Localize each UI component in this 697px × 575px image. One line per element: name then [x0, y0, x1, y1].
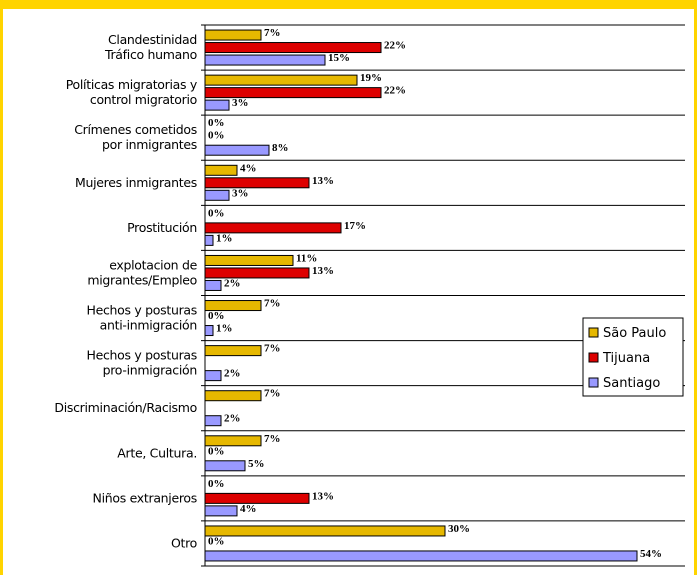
value-label: 0% [208, 117, 225, 129]
value-label: 17% [344, 220, 366, 232]
value-label: 13% [312, 175, 334, 187]
bar [204, 415, 222, 427]
bar [204, 370, 222, 382]
value-label: 7% [264, 27, 281, 39]
bar [204, 29, 262, 41]
value-label: 5% [248, 458, 265, 470]
bar [204, 390, 262, 402]
bar [204, 300, 262, 312]
value-label: 0% [208, 207, 225, 219]
bar [204, 234, 214, 246]
value-label: 22% [384, 40, 406, 52]
value-label: 3% [232, 187, 249, 199]
bar [204, 492, 310, 504]
value-label: 11% [296, 252, 317, 264]
category-label: Arte, Cultura. [117, 445, 197, 460]
value-label: 7% [264, 388, 281, 400]
value-label: 1% [216, 232, 233, 244]
category-label: Hechos y posturas pro-inmigración [86, 348, 197, 378]
background [3, 9, 694, 575]
value-label: 3% [232, 97, 249, 109]
value-label: 30% [448, 523, 470, 535]
legend-label: Santiago [603, 376, 660, 391]
bar [204, 435, 262, 447]
bar [204, 87, 382, 99]
category-label: Hechos y posturas anti-inmigración [86, 303, 197, 333]
value-label: 0% [208, 445, 225, 457]
value-label: 13% [312, 490, 334, 502]
value-label: 13% [312, 265, 334, 277]
category-label: explotacion de migrantes/Empleo [87, 257, 197, 287]
category-label: Políticas migratorias y control migratori… [66, 77, 198, 107]
value-label: 7% [264, 298, 281, 310]
legend-box [582, 317, 684, 397]
value-label: 22% [384, 85, 406, 97]
bar [204, 177, 310, 189]
value-label: 4% [240, 503, 257, 515]
category-label: Discriminación/Racismo [54, 400, 197, 415]
value-label: 15% [328, 52, 350, 64]
value-label: 0% [208, 535, 225, 547]
value-label: 7% [264, 343, 281, 355]
category-label: Otro [171, 535, 197, 550]
bar [204, 99, 230, 111]
value-label: 7% [264, 433, 281, 445]
legend-label: São Paulo [603, 326, 666, 341]
legend-label: Tijuana [602, 351, 650, 366]
bar [204, 550, 638, 562]
legend-swatch [588, 327, 599, 338]
bar [204, 345, 262, 357]
value-label: 54% [640, 548, 662, 560]
value-label: 0% [208, 310, 225, 322]
bar [204, 267, 310, 279]
value-label: 4% [240, 162, 257, 174]
value-label: 8% [272, 142, 289, 154]
bar [204, 254, 294, 266]
bar [204, 325, 214, 337]
legend-swatch [588, 377, 599, 388]
category-label: Mujeres inmigrantes [75, 175, 197, 190]
category-label: Prostitución [127, 220, 197, 235]
value-label: 19% [360, 72, 382, 84]
category-label: Crímenes cometidos por inmigrantes [74, 122, 197, 152]
category-label: Clandestinidad Tráfico humano [104, 32, 197, 62]
category-label: Niños extranjeros [93, 490, 197, 505]
value-label: 0% [208, 130, 225, 142]
value-label: 0% [208, 478, 225, 490]
bar [204, 525, 446, 537]
bar [204, 74, 358, 86]
bar [204, 505, 238, 517]
bar [204, 144, 270, 156]
bar [204, 279, 222, 291]
bar [204, 222, 342, 234]
value-label: 1% [216, 323, 233, 335]
value-label: 2% [224, 413, 241, 425]
legend-swatch [588, 352, 599, 363]
value-label: 2% [224, 277, 241, 289]
bar [204, 42, 382, 54]
bar [204, 460, 246, 472]
value-label: 2% [224, 368, 241, 380]
bar [204, 54, 326, 66]
bar [204, 164, 238, 176]
bar [204, 189, 230, 201]
